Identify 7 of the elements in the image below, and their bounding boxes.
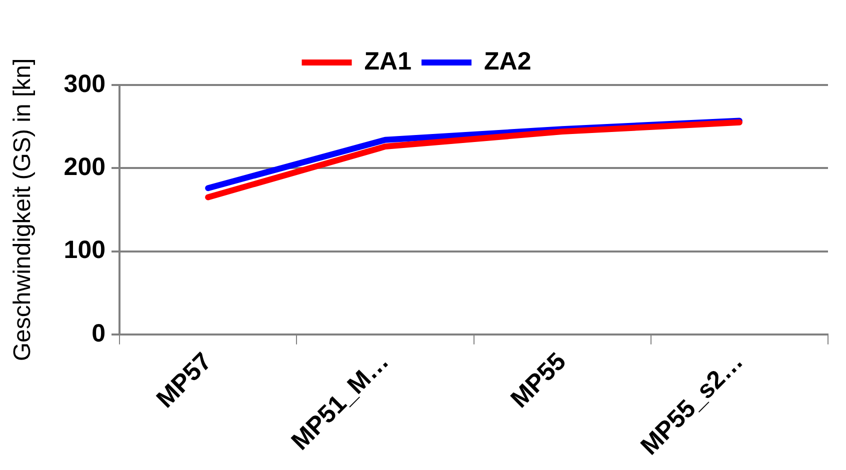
legend-label: ZA1	[364, 47, 412, 76]
y-tick-label: 100	[64, 236, 106, 264]
y-tick-label: 200	[64, 153, 106, 182]
legend-label: ZA2	[484, 47, 532, 76]
y-tick-label: 300	[64, 70, 106, 98]
y-axis-title: Geschwindigkeit (GS) in [kn]	[9, 58, 36, 362]
y-tick-label: 0	[92, 319, 106, 348]
